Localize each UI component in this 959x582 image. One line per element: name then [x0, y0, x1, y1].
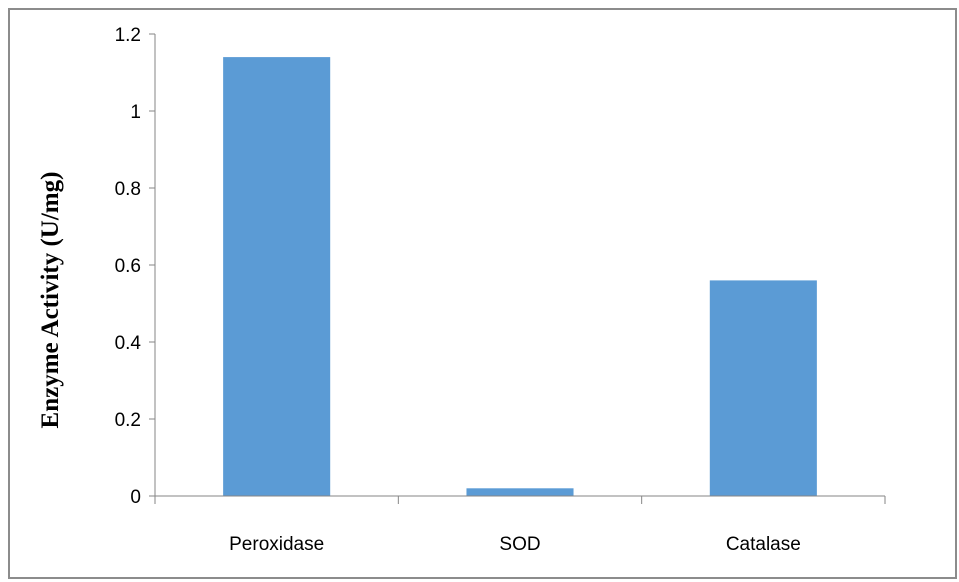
x-tick-label: SOD — [499, 534, 540, 555]
x-tick-label: Catalase — [726, 534, 801, 555]
y-axis-ticks: 0 0.2 0.4 0.6 0.8 1 1.2 — [115, 25, 155, 508]
y-tick-label: 0.6 — [115, 256, 141, 277]
y-tick-label: 1 — [130, 102, 141, 123]
y-tick-label: 0.2 — [115, 410, 141, 431]
y-tick-label: 1.2 — [115, 25, 141, 46]
x-tick-label: Peroxidase — [229, 534, 324, 555]
bar-peroxidase — [223, 57, 331, 496]
bar-sod — [466, 488, 574, 496]
bar-catalase — [709, 280, 817, 496]
bars — [223, 57, 817, 496]
y-tick-label: 0.8 — [115, 179, 141, 200]
y-tick-label: 0 — [130, 487, 141, 508]
x-axis-labels: Peroxidase SOD Catalase — [229, 534, 801, 555]
y-axis-title: Enzyme Activity (U/mg) — [37, 172, 64, 429]
y-tick-label: 0.4 — [115, 333, 142, 354]
axes — [154, 34, 886, 504]
